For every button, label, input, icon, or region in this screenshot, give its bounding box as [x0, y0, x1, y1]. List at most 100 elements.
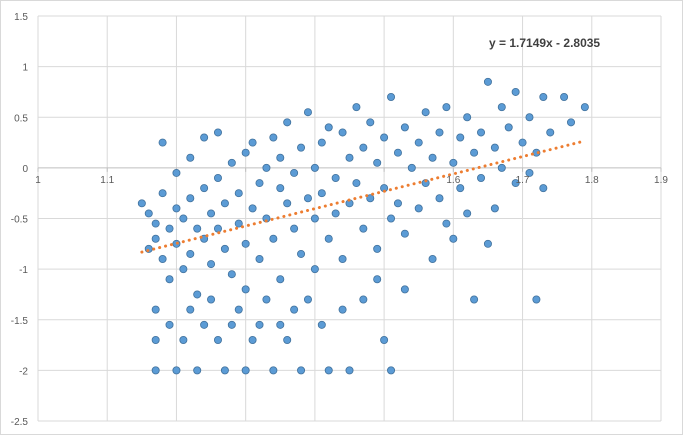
data-point: [283, 199, 292, 208]
data-point: [511, 87, 520, 96]
data-point: [435, 128, 444, 137]
trendline: [140, 139, 587, 254]
data-point: [193, 366, 202, 375]
data-point: [373, 244, 382, 253]
data-point: [359, 224, 368, 233]
data-point: [248, 138, 257, 147]
y-tick-label: 0: [22, 164, 28, 175]
data-point: [248, 335, 257, 344]
data-point: [200, 184, 209, 193]
y-tick-label: -0.5: [11, 215, 29, 226]
data-point: [227, 270, 236, 279]
data-point: [400, 285, 409, 294]
data-point: [269, 133, 278, 142]
data-point: [297, 366, 306, 375]
trendline-equation-label: y = 1.7149x - 2.8035: [489, 36, 600, 50]
data-point: [200, 133, 209, 142]
data-point: [345, 153, 354, 162]
data-point: [207, 260, 216, 269]
data-point: [435, 194, 444, 203]
data-point: [352, 103, 361, 112]
data-point: [490, 204, 499, 213]
data-point: [393, 199, 402, 208]
data-point: [338, 128, 347, 137]
data-point: [262, 295, 271, 304]
data-point: [297, 143, 306, 152]
data-point: [463, 113, 472, 122]
data-point: [407, 163, 416, 172]
data-point: [248, 204, 257, 213]
data-point: [158, 138, 167, 147]
data-point: [477, 128, 486, 137]
x-tick-label: 1: [35, 175, 41, 186]
data-point: [276, 320, 285, 329]
data-point: [414, 204, 423, 213]
data-point: [470, 148, 479, 157]
trendline-group: [140, 139, 587, 254]
data-point: [207, 295, 216, 304]
data-point: [366, 194, 375, 203]
data-point: [317, 320, 326, 329]
data-point: [255, 254, 264, 263]
y-tick-label: -1.5: [11, 316, 29, 327]
data-point: [207, 209, 216, 218]
data-point: [560, 93, 569, 102]
data-point: [497, 103, 506, 112]
data-point: [213, 128, 222, 137]
data-points: [137, 77, 589, 375]
data-point: [428, 254, 437, 263]
axes: [37, 167, 662, 172]
data-point: [421, 108, 430, 117]
data-point: [172, 204, 181, 213]
data-point: [567, 118, 576, 127]
data-point: [151, 335, 160, 344]
data-point: [276, 153, 285, 162]
data-point: [165, 275, 174, 284]
data-point: [317, 138, 326, 147]
data-point: [220, 366, 229, 375]
data-point: [580, 103, 589, 112]
y-tick-label: 1.5: [14, 12, 28, 23]
data-point: [352, 179, 361, 188]
data-point: [359, 143, 368, 152]
data-point: [456, 133, 465, 142]
y-tick-label: 1: [22, 63, 28, 74]
y-tick-label: -2.5: [11, 417, 29, 428]
data-point: [324, 234, 333, 243]
data-point: [151, 219, 160, 228]
data-point: [303, 295, 312, 304]
x-tick-label: 1.6: [446, 175, 460, 186]
data-point: [186, 249, 195, 258]
data-point: [297, 249, 306, 258]
data-point: [158, 254, 167, 263]
data-point: [387, 93, 396, 102]
data-point: [276, 184, 285, 193]
data-point: [290, 168, 299, 177]
data-point: [483, 77, 492, 86]
data-point: [490, 143, 499, 152]
data-point: [331, 173, 340, 182]
data-point: [338, 254, 347, 263]
x-tick-label: 1.8: [585, 175, 599, 186]
data-point: [179, 214, 188, 223]
data-point: [213, 335, 222, 344]
data-point: [373, 158, 382, 167]
data-point: [463, 209, 472, 218]
y-tick-label: -2: [19, 366, 28, 377]
data-point: [276, 275, 285, 284]
data-point: [518, 138, 527, 147]
data-point: [241, 239, 250, 248]
data-point: [255, 320, 264, 329]
data-point: [151, 366, 160, 375]
data-point: [497, 163, 506, 172]
data-point: [151, 305, 160, 314]
data-point: [241, 285, 250, 294]
data-point: [290, 305, 299, 314]
data-point: [186, 305, 195, 314]
data-point: [449, 158, 458, 167]
data-point: [532, 295, 541, 304]
data-point: [234, 219, 243, 228]
data-point: [213, 224, 222, 233]
data-point: [186, 153, 195, 162]
